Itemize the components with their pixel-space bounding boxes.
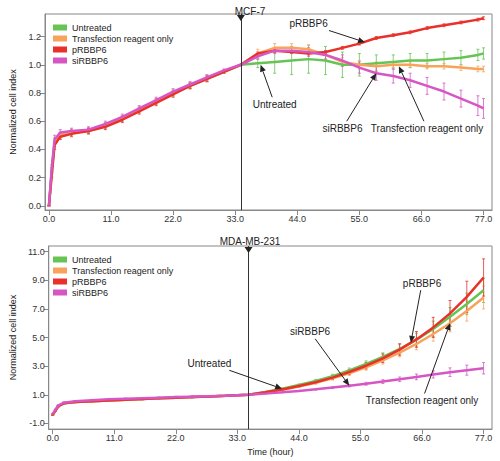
svg-text:0.8: 0.8 (28, 88, 41, 98)
svg-text:22.0: 22.0 (167, 433, 185, 443)
svg-text:siRBBP6: siRBBP6 (322, 123, 362, 134)
svg-text:siRBBP6: siRBBP6 (72, 56, 108, 66)
svg-text:pRBBP6: pRBBP6 (72, 45, 107, 55)
svg-text:0.2: 0.2 (28, 173, 41, 183)
svg-text:22.0: 22.0 (164, 214, 182, 224)
svg-text:Untreated: Untreated (253, 99, 297, 110)
svg-text:7.0: 7.0 (32, 304, 45, 314)
svg-text:pRBBP6: pRBBP6 (403, 278, 442, 289)
svg-text:siRBBP6: siRBBP6 (290, 326, 330, 337)
svg-text:0.0: 0.0 (46, 433, 59, 443)
svg-text:0.4: 0.4 (28, 144, 41, 154)
svg-text:11.0: 11.0 (28, 247, 45, 257)
svg-text:33.0: 33.0 (226, 214, 244, 224)
svg-text:Normalized cell index: Normalized cell index (8, 69, 18, 155)
svg-text:Transfection reagent only: Transfection reagent only (72, 34, 174, 44)
svg-text:1.0: 1.0 (32, 390, 45, 400)
svg-text:9.0: 9.0 (32, 275, 45, 285)
svg-text:pRBBP6: pRBBP6 (289, 18, 328, 29)
svg-text:Untreated: Untreated (187, 358, 231, 369)
svg-text:3.0: 3.0 (32, 361, 45, 371)
svg-text:33.0: 33.0 (229, 433, 247, 443)
svg-text:55.0: 55.0 (351, 214, 369, 224)
svg-text:Transfection reagent only: Transfection reagent only (366, 395, 478, 406)
svg-text:-1.0: -1.0 (29, 418, 45, 428)
svg-text:Time (hour): Time (hour) (247, 447, 293, 457)
svg-text:44.0: 44.0 (290, 433, 308, 443)
svg-text:1.0: 1.0 (28, 60, 41, 70)
svg-text:44.0: 44.0 (289, 214, 307, 224)
svg-text:MDA-MB-231: MDA-MB-231 (220, 236, 281, 247)
svg-text:0.0: 0.0 (28, 201, 41, 211)
svg-text:55.0: 55.0 (352, 433, 370, 443)
svg-text:66.0: 66.0 (413, 214, 431, 224)
svg-text:0.6: 0.6 (28, 116, 41, 126)
svg-text:pRBBP6: pRBBP6 (72, 277, 107, 287)
svg-text:77.0: 77.0 (475, 433, 493, 443)
svg-text:77.0: 77.0 (475, 214, 493, 224)
svg-text:MCF-7: MCF-7 (235, 6, 266, 17)
svg-text:0.0: 0.0 (43, 214, 56, 224)
svg-text:Untreated: Untreated (72, 23, 112, 33)
svg-text:11.0: 11.0 (103, 214, 120, 224)
svg-text:Transfection reagent only: Transfection reagent only (72, 266, 174, 276)
svg-text:Normalized cell index: Normalized cell index (8, 294, 18, 380)
svg-text:Transfection reagent only: Transfection reagent only (371, 123, 483, 134)
svg-text:11.0: 11.0 (106, 433, 123, 443)
svg-text:Untreated: Untreated (72, 255, 112, 265)
svg-text:siRBBP6: siRBBP6 (72, 288, 108, 298)
svg-text:5.0: 5.0 (32, 333, 45, 343)
svg-text:1.2: 1.2 (28, 32, 41, 42)
svg-text:66.0: 66.0 (413, 433, 431, 443)
